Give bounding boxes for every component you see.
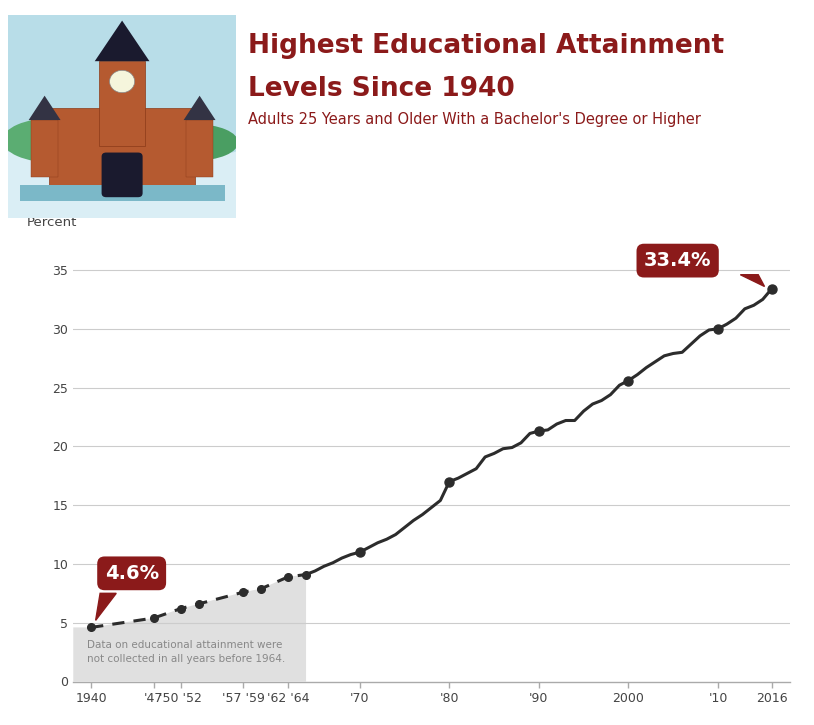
FancyBboxPatch shape (2, 9, 243, 223)
Text: Adults 25 Years and Older With a Bachelor's Degree or Higher: Adults 25 Years and Older With a Bachelo… (248, 112, 701, 128)
FancyBboxPatch shape (20, 185, 225, 202)
FancyBboxPatch shape (49, 108, 195, 193)
Text: Percent: Percent (27, 216, 77, 229)
FancyBboxPatch shape (31, 120, 59, 177)
Text: Levels Since 1940: Levels Since 1940 (248, 76, 515, 102)
Polygon shape (28, 96, 60, 120)
Polygon shape (184, 96, 216, 120)
Circle shape (110, 70, 134, 93)
Text: 33.4%: 33.4% (644, 251, 711, 270)
Polygon shape (740, 275, 764, 286)
Text: Data on educational attainment were
not collected in all years before 1964.: Data on educational attainment were not … (86, 640, 285, 664)
FancyBboxPatch shape (6, 12, 239, 152)
FancyBboxPatch shape (186, 120, 213, 177)
Polygon shape (94, 20, 150, 61)
FancyBboxPatch shape (99, 61, 145, 146)
Polygon shape (73, 574, 306, 682)
Ellipse shape (151, 124, 239, 161)
Text: 4.6%: 4.6% (104, 564, 159, 583)
FancyBboxPatch shape (102, 152, 142, 197)
Ellipse shape (2, 118, 105, 162)
Polygon shape (95, 593, 116, 621)
Text: Highest Educational Attainment: Highest Educational Attainment (248, 33, 724, 59)
